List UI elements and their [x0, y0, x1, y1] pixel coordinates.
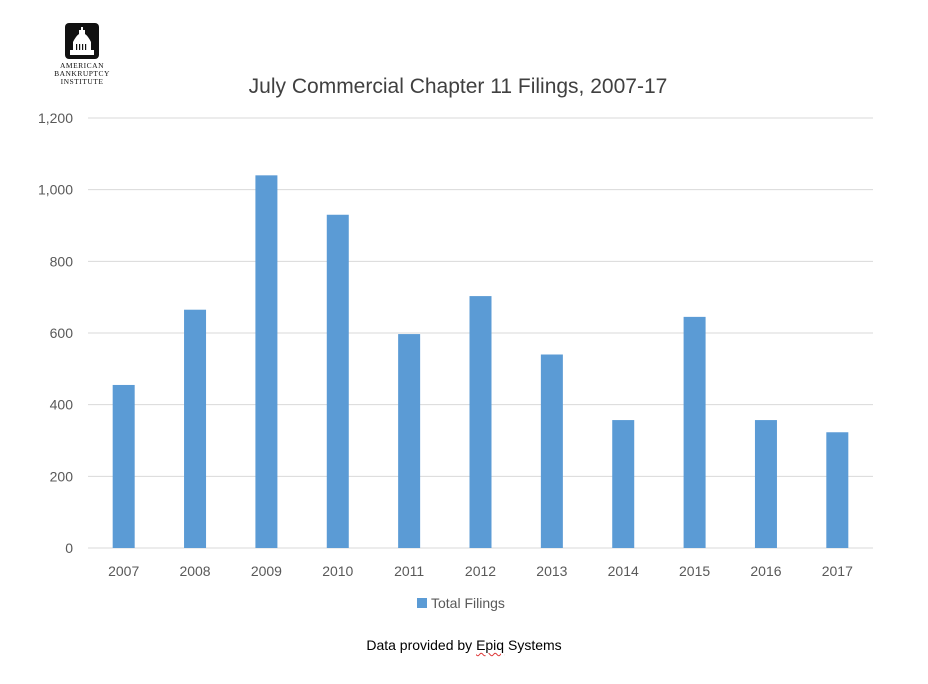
- legend-swatch: [417, 598, 427, 608]
- y-tick-label: 400: [50, 397, 74, 413]
- y-tick-label: 800: [50, 253, 74, 269]
- y-tick-label: 600: [50, 325, 74, 341]
- source-note: Data provided by Epiq Systems: [0, 637, 928, 653]
- bar: [112, 384, 135, 548]
- chart-title: July Commercial Chapter 11 Filings, 2007…: [249, 75, 668, 98]
- logo-text-line-2: Bankruptcy: [54, 69, 110, 78]
- bar-chart: July Commercial Chapter 11 Filings, 2007…: [38, 75, 873, 611]
- bar: [754, 420, 777, 548]
- x-tick-label: 2008: [179, 563, 210, 579]
- y-axis-ticks: 0 200 400 600 800 1,000 1,200: [38, 110, 73, 556]
- x-tick-label: 2017: [822, 563, 853, 579]
- source-suffix: Systems: [504, 637, 562, 653]
- y-tick-label: 200: [50, 468, 74, 484]
- bar: [469, 296, 492, 548]
- bar: [826, 432, 849, 548]
- bar: [184, 309, 207, 548]
- x-tick-label: 2015: [679, 563, 710, 579]
- legend: Total Filings: [417, 595, 505, 611]
- bar: [398, 334, 421, 548]
- x-tick-label: 2010: [322, 563, 353, 579]
- x-axis-ticks: 2007 2008 2009 2010 2011 2012 2013 2014 2015 2016…: [108, 563, 853, 579]
- y-tick-label: 1,000: [38, 182, 73, 198]
- source-company: Epiq: [476, 637, 505, 653]
- abi-logo: American Bankruptcy Institute: [44, 22, 120, 86]
- logo-text-line-3: Institute: [60, 77, 104, 86]
- x-tick-label: 2013: [536, 563, 567, 579]
- x-tick-label: 2014: [608, 563, 639, 579]
- bar: [612, 420, 635, 548]
- bar: [326, 214, 349, 548]
- source-prefix: Data provided by: [366, 637, 477, 653]
- bars: [112, 175, 849, 549]
- legend-label: Total Filings: [431, 595, 505, 611]
- y-tick-label: 0: [65, 540, 73, 556]
- x-tick-label: 2016: [750, 563, 781, 579]
- x-tick-label: 2007: [108, 563, 139, 579]
- bar: [255, 175, 278, 549]
- bar: [540, 354, 563, 548]
- y-tick-label: 1,200: [38, 110, 73, 126]
- capitol-dome-icon: [65, 23, 99, 59]
- x-tick-label: 2012: [465, 563, 496, 579]
- x-tick-label: 2009: [251, 563, 282, 579]
- bar: [683, 316, 706, 548]
- logo-text-line-1: American: [59, 61, 104, 70]
- x-tick-label: 2011: [394, 563, 424, 579]
